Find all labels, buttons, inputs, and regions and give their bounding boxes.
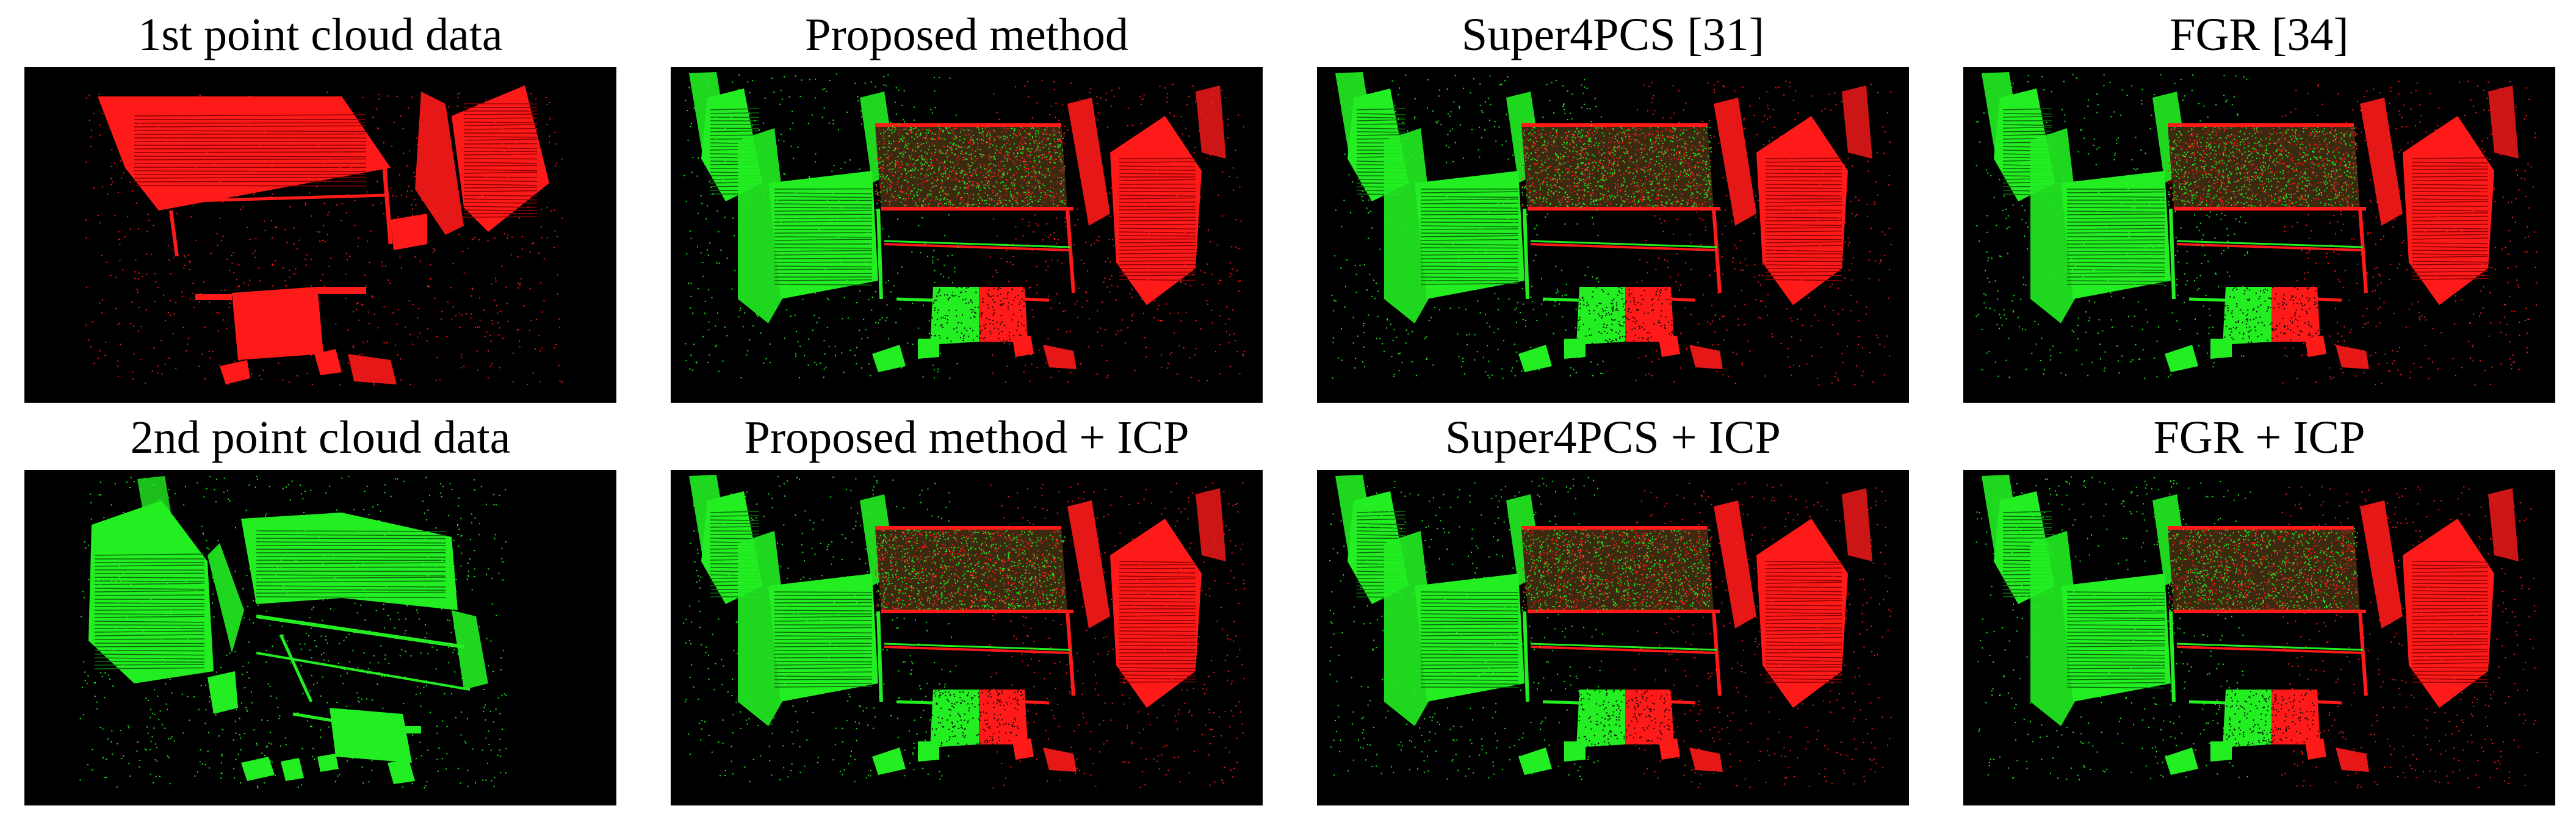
- point-cloud-view: [1317, 67, 1909, 403]
- point-cloud-view: [1963, 470, 2555, 805]
- panel-super4pcs: Super4PCS [31]: [1317, 6, 1909, 403]
- point-cloud-render-merged: [684, 72, 1245, 383]
- panel-super4pcs-icp: Super4PCS + ICP: [1317, 409, 1909, 805]
- panel-caption: Super4PCS [31]: [1461, 9, 1765, 60]
- panel-caption: 1st point cloud data: [138, 9, 503, 60]
- point-cloud-view: [1317, 470, 1909, 805]
- panel-proposed-method: Proposed method: [671, 6, 1263, 403]
- panel-caption: FGR [34]: [2170, 9, 2349, 60]
- point-cloud-render-source: [85, 85, 563, 386]
- point-cloud-view: [24, 470, 616, 805]
- panel-fgr: FGR [34]: [1963, 6, 2555, 403]
- point-cloud-view: [24, 67, 616, 403]
- point-cloud-render-merged: [683, 475, 1245, 788]
- panel-fgr-icp: FGR + ICP: [1963, 409, 2555, 805]
- panel-caption: Super4PCS + ICP: [1445, 412, 1781, 463]
- point-cloud-render-merged: [1331, 72, 1892, 386]
- point-cloud-render-merged: [1329, 475, 1892, 788]
- point-cloud-view: [671, 67, 1263, 403]
- point-cloud-render-target: [79, 476, 507, 788]
- panel-caption: 2nd point cloud data: [130, 412, 511, 463]
- point-cloud-render-merged: [1975, 72, 2538, 386]
- point-cloud-render-merged: [1975, 475, 2538, 788]
- panel-caption: FGR + ICP: [2153, 412, 2365, 463]
- point-cloud-view: [671, 470, 1263, 805]
- panel-target-cloud: 2nd point cloud data: [24, 409, 616, 805]
- panel-proposed-method-icp: Proposed method + ICP: [671, 409, 1263, 805]
- panel-caption: Proposed method: [805, 9, 1128, 60]
- point-cloud-view: [1963, 67, 2555, 403]
- panel-caption: Proposed method + ICP: [744, 412, 1189, 463]
- panel-source-cloud: 1st point cloud data: [24, 6, 616, 403]
